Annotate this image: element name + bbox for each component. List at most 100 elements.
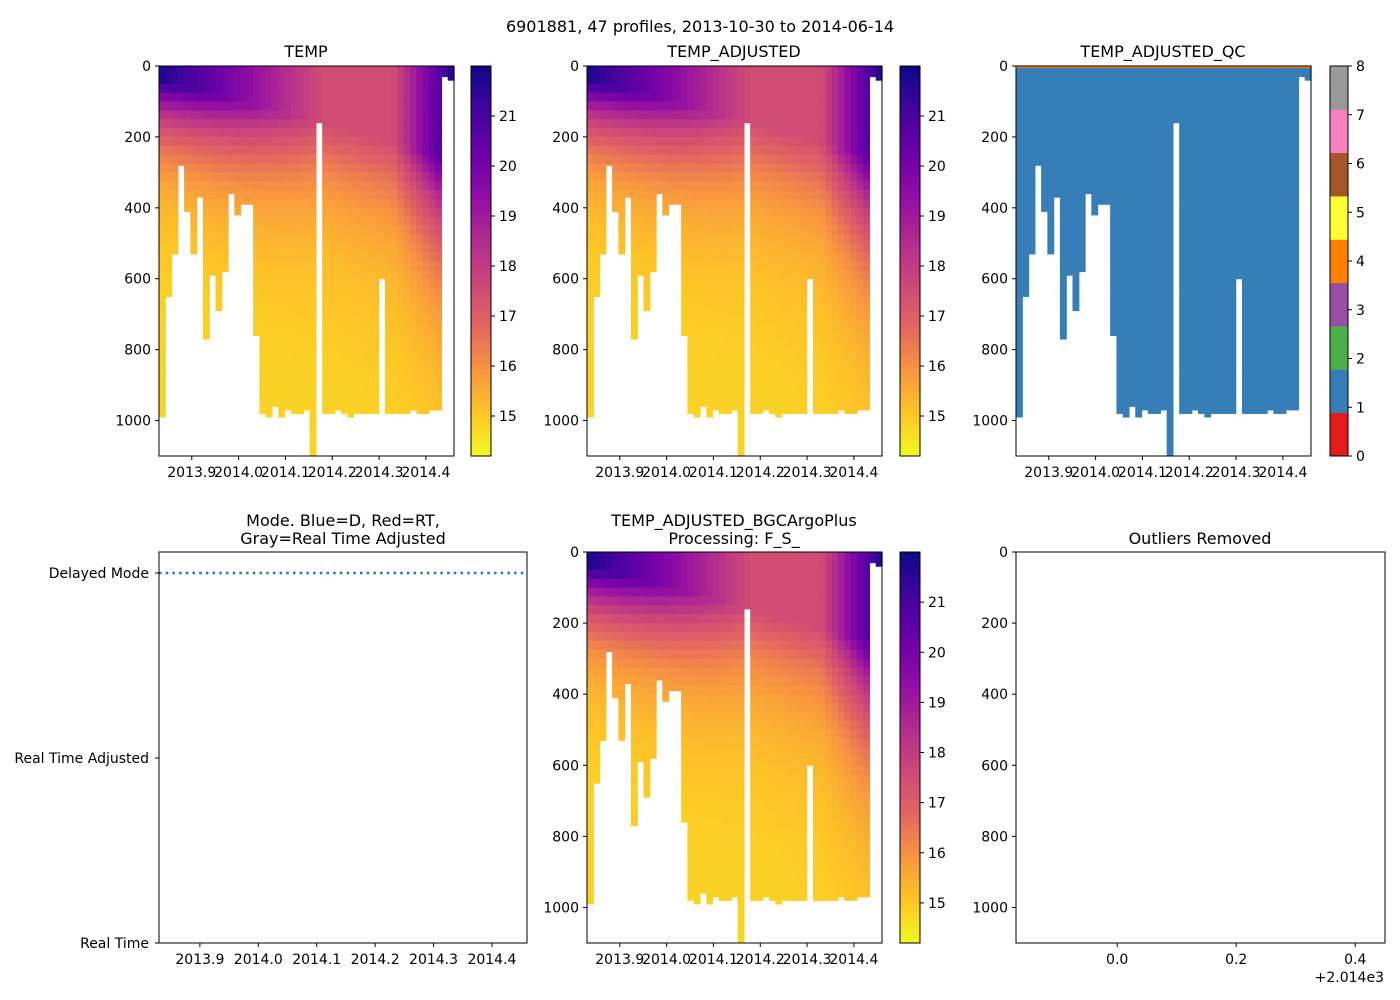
heat-cell xyxy=(271,358,279,368)
heat-cell xyxy=(706,269,714,280)
heat-cell xyxy=(1235,83,1243,94)
heat-cell xyxy=(850,411,858,414)
heat-cell xyxy=(271,92,279,102)
heat-cell xyxy=(863,367,871,377)
heat-cell xyxy=(844,83,852,94)
heat-cell xyxy=(271,314,279,324)
qc-flag-mark xyxy=(1235,66,1243,68)
heat-cell xyxy=(1210,181,1218,191)
heat-cell xyxy=(171,172,179,182)
heat-cell xyxy=(1085,83,1092,94)
heat-cell xyxy=(428,136,436,147)
heat-cell xyxy=(435,305,443,315)
heat-cell xyxy=(341,145,348,156)
heat-cell xyxy=(831,402,839,413)
heat-cell xyxy=(794,296,802,306)
heat-cell xyxy=(637,154,645,164)
heat-cell xyxy=(341,278,348,289)
heat-cell xyxy=(1166,402,1174,413)
heat-cell xyxy=(1147,349,1155,359)
heat-cell xyxy=(769,323,776,333)
heat-cell xyxy=(699,119,707,129)
heat-cell xyxy=(265,119,273,129)
heat-cell xyxy=(1110,136,1118,147)
heat-cell xyxy=(171,74,179,85)
heat-cell xyxy=(725,252,732,262)
heat-cell xyxy=(587,720,594,731)
heat-cell xyxy=(1248,110,1256,120)
heat-cell xyxy=(1273,198,1281,209)
heat-cell xyxy=(1128,402,1136,407)
heat-cell xyxy=(1160,163,1168,173)
heat-cell xyxy=(1267,402,1274,411)
heat-cell xyxy=(322,296,330,306)
heat-cell xyxy=(1273,128,1281,138)
heat-cell xyxy=(1223,172,1231,182)
heat-cell xyxy=(1160,393,1168,404)
heat-cell xyxy=(630,560,638,571)
heat-cell xyxy=(831,145,839,156)
heat-cell xyxy=(403,172,411,182)
heat-cell xyxy=(221,269,229,273)
heat-cell xyxy=(787,225,795,235)
heat-cell xyxy=(1147,367,1155,377)
heat-cell xyxy=(643,269,651,280)
heat-cell xyxy=(750,101,758,111)
heat-cell xyxy=(781,181,789,191)
heat-cell xyxy=(718,190,726,200)
heat-cell xyxy=(428,358,436,368)
heat-cell xyxy=(1235,136,1243,147)
heat-cell xyxy=(435,393,443,404)
heat-cell xyxy=(435,101,443,111)
heat-cell xyxy=(209,92,217,102)
heat-cell xyxy=(165,190,173,200)
heat-cell xyxy=(1285,243,1293,253)
heat-cell xyxy=(794,92,802,102)
heat-cell xyxy=(1254,402,1262,413)
heat-cell xyxy=(253,331,261,336)
heat-cell xyxy=(278,136,286,147)
heat-cell xyxy=(240,136,248,147)
heat-cell xyxy=(812,243,820,253)
heat-cell xyxy=(1078,269,1086,273)
heat-cell xyxy=(290,198,298,209)
heat-cell xyxy=(253,110,261,120)
heat-cell xyxy=(1047,145,1055,156)
heat-cell xyxy=(159,305,166,315)
heat-cell xyxy=(831,74,839,85)
heat-cell xyxy=(668,631,676,642)
heat-cell xyxy=(794,243,802,253)
heat-cell xyxy=(328,92,336,102)
qc-flag-mark xyxy=(1072,66,1080,68)
heat-cell xyxy=(806,74,814,85)
heat-cell xyxy=(1210,198,1218,209)
heat-cell xyxy=(1248,234,1256,244)
heat-cell xyxy=(1047,190,1055,200)
heat-cell xyxy=(284,252,292,262)
heat-cell xyxy=(366,216,374,227)
heat-cell xyxy=(1166,278,1174,289)
qc-flag-mark xyxy=(1273,66,1281,68)
heat-cell xyxy=(649,640,657,651)
qc-flag-mark xyxy=(1229,66,1237,68)
heat-cell xyxy=(668,172,676,182)
x-tick-label: 2013.9 xyxy=(595,465,644,481)
heat-cell xyxy=(1191,393,1199,404)
heat-cell xyxy=(1260,331,1268,342)
heat-cell xyxy=(309,438,317,448)
heat-cell xyxy=(202,287,210,297)
heat-cell xyxy=(315,110,323,120)
heat-cell xyxy=(812,402,820,413)
heat-cell xyxy=(587,163,594,173)
heat-cell xyxy=(271,323,279,333)
x-tick-label: 2013.9 xyxy=(175,952,224,968)
heat-cell xyxy=(863,198,871,209)
heat-cell xyxy=(643,552,651,562)
heat-cell xyxy=(202,128,210,138)
heat-cell xyxy=(781,101,789,111)
heat-cell xyxy=(593,234,601,244)
heat-cell xyxy=(1191,198,1199,209)
heat-cell xyxy=(712,376,720,386)
heat-cell xyxy=(1128,393,1136,404)
heat-cell xyxy=(378,110,386,120)
